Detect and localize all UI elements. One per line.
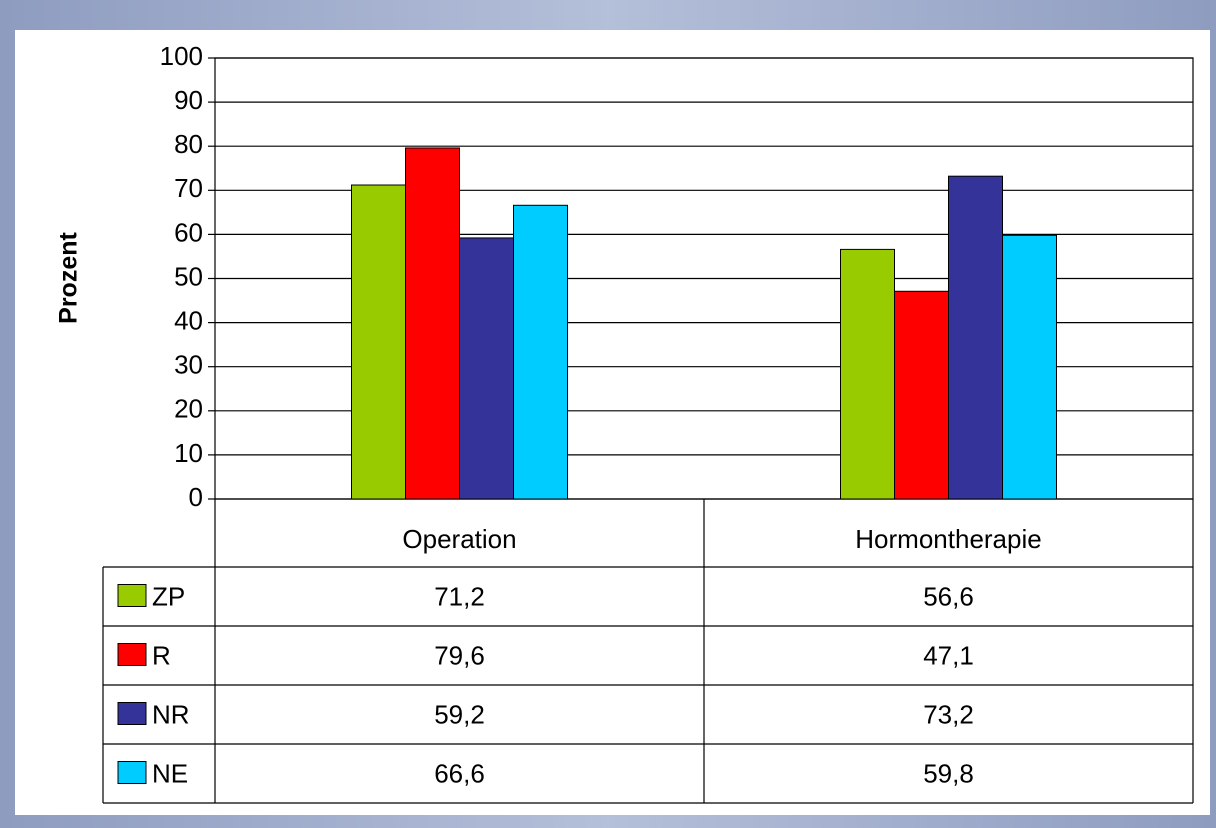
y-tick-label: 90 <box>174 85 203 115</box>
bar <box>351 184 406 500</box>
y-tick-label: 20 <box>174 394 203 424</box>
x-tick-label: Hormontherapie <box>855 524 1041 554</box>
bar <box>459 237 514 500</box>
table-value: 79,6 <box>434 640 485 670</box>
table-value: 47,1 <box>923 640 974 670</box>
y-tick-label: 0 <box>189 482 203 512</box>
bar <box>513 204 568 500</box>
bar <box>948 175 1003 500</box>
table-value: 59,8 <box>923 758 974 788</box>
legend-label: R <box>152 640 171 670</box>
bar <box>840 248 895 500</box>
y-axis-label: Prozent <box>55 231 83 323</box>
y-tick-label: 70 <box>174 173 203 203</box>
y-tick-label: 10 <box>174 438 203 468</box>
table-value: 73,2 <box>923 699 974 729</box>
table-value: 59,2 <box>434 699 485 729</box>
legend-label: NR <box>152 699 190 729</box>
table-value: 71,2 <box>434 581 485 611</box>
legend-label: NE <box>152 758 188 788</box>
x-tick-label: Operation <box>402 524 516 554</box>
y-tick-label: 40 <box>174 305 203 335</box>
legend-key <box>117 702 147 725</box>
legend-key <box>117 643 147 666</box>
bar <box>1002 234 1057 500</box>
y-tick-label: 60 <box>174 217 203 247</box>
bar <box>405 147 460 500</box>
legend-key <box>117 584 147 607</box>
y-tick-label: 30 <box>174 350 203 380</box>
y-tick-label: 100 <box>160 41 203 71</box>
table-value: 56,6 <box>923 581 974 611</box>
table-value: 66,6 <box>434 758 485 788</box>
bar <box>894 290 949 500</box>
y-tick-label: 80 <box>174 129 203 159</box>
legend-key <box>117 761 147 784</box>
legend-label: ZP <box>152 581 185 611</box>
y-tick-label: 50 <box>174 261 203 291</box>
